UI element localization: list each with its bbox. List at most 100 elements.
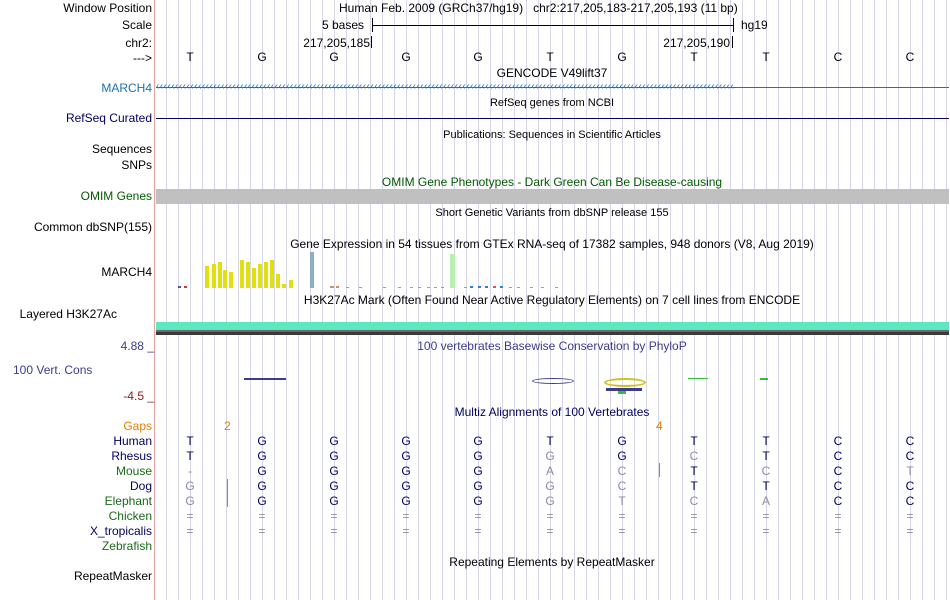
reference-base: G (473, 50, 483, 64)
gtex-tissue-bar[interactable] (229, 272, 233, 288)
gtex-tissue-bar[interactable] (418, 287, 421, 288)
aligned-base: G (401, 464, 411, 478)
aligned-base: G (257, 494, 267, 508)
aligned-base: G (329, 449, 339, 463)
publications-label-sequences[interactable]: Sequences (91, 142, 152, 156)
multiz-gaps-label[interactable]: Gaps (123, 419, 152, 433)
gencode-gene-line[interactable] (156, 87, 949, 88)
reference-base: G (401, 50, 411, 64)
gtex-tissue-bar[interactable] (346, 287, 349, 288)
phylop-track-label[interactable]: 100 Vert. Cons (13, 363, 93, 377)
species-label[interactable]: Rhesus (111, 449, 152, 463)
gridline (718, 0, 719, 600)
gtex-tissue-bar[interactable] (258, 264, 262, 288)
reference-base: G (257, 50, 267, 64)
aligned-base: G (329, 494, 339, 508)
species-label[interactable]: Mouse (115, 464, 152, 478)
gtex-tissue-bar[interactable] (493, 286, 496, 288)
publications-label-snps[interactable]: SNPs (121, 158, 152, 172)
gtex-tissue-bar[interactable] (541, 287, 544, 288)
phylop-track-title: 100 vertebrates Basewise Conservation by… (417, 339, 687, 353)
gtex-tissue-bar[interactable] (289, 280, 293, 288)
gridline (466, 0, 467, 600)
gtex-tissue-bar[interactable] (276, 274, 280, 288)
gridline (502, 0, 503, 600)
gtex-tissue-bar[interactable] (264, 262, 268, 288)
refseq-gene-line[interactable] (156, 118, 949, 119)
gtex-tissue-bar[interactable] (517, 287, 520, 288)
gtex-tissue-bar[interactable] (246, 262, 250, 288)
aligned-base: = (834, 524, 842, 538)
gtex-tissue-bar[interactable] (530, 287, 533, 288)
gtex-tissue-bar[interactable] (509, 287, 512, 288)
gtex-track-label[interactable]: MARCH4 (101, 265, 152, 279)
aligned-base: G (329, 464, 339, 478)
omim-gene-bar[interactable] (156, 189, 949, 204)
gencode-gene-label[interactable]: MARCH4 (101, 81, 152, 95)
gtex-tissue-bar[interactable] (427, 287, 430, 288)
gtex-tissue-bar[interactable] (282, 284, 286, 288)
aligned-base: C (689, 449, 699, 463)
gtex-tissue-bar[interactable] (240, 260, 244, 288)
gridline (322, 0, 323, 600)
aligned-base: G (617, 434, 627, 448)
gridline (238, 0, 239, 600)
gtex-tissue-bar[interactable] (212, 264, 216, 288)
gtex-tissue-bar[interactable] (410, 287, 413, 288)
phylop-mark-7 (760, 378, 768, 380)
species-label[interactable]: Chicken (108, 509, 152, 523)
phylop-mark-3 (604, 378, 646, 387)
repeatmasker-track-label[interactable]: RepeatMasker (73, 569, 152, 583)
aligned-base: = (258, 524, 266, 538)
omim-track-label[interactable]: OMIM Genes (80, 189, 152, 203)
aligned-base: C (905, 494, 915, 508)
species-label[interactable]: Human (113, 434, 152, 448)
h3k27ac-track-label[interactable]: Layered H3K27Ac (19, 307, 117, 321)
gtex-tissue-bar[interactable] (478, 286, 481, 288)
gtex-tissue-bar[interactable] (223, 270, 227, 288)
gtex-tissue-bar[interactable] (555, 287, 558, 288)
multiz-gap-left-count: 2 (224, 419, 231, 433)
dbsnp-track-label[interactable]: Common dbSNP(155) (33, 220, 152, 234)
aligned-base: G (401, 434, 411, 448)
gridline (850, 0, 851, 600)
gtex-tissue-bar[interactable] (178, 286, 181, 288)
gtex-tissue-bar[interactable] (205, 266, 209, 288)
gtex-tissue-bar[interactable] (252, 268, 256, 288)
gridline (430, 0, 431, 600)
gridline (370, 0, 371, 600)
species-label[interactable]: X_tropicalis (89, 524, 152, 538)
gtex-tissue-bar[interactable] (330, 286, 334, 288)
h3k27ac-signal-teal[interactable] (156, 322, 949, 330)
gtex-tissue-bar[interactable] (336, 286, 339, 288)
gtex-tissue-bar[interactable] (398, 287, 401, 288)
gtex-tissue-bar[interactable] (310, 252, 314, 288)
gtex-tissue-bar[interactable] (270, 260, 274, 288)
gtex-tissue-bar[interactable] (464, 287, 467, 288)
gtex-tissue-bar[interactable] (184, 286, 187, 288)
species-label[interactable]: Zebrafish (101, 539, 152, 553)
gridline (454, 0, 455, 600)
gtex-tissue-bar[interactable] (450, 254, 455, 288)
gridline (694, 0, 695, 600)
gtex-tissue-bar[interactable] (441, 287, 444, 288)
aligned-base: G (617, 449, 627, 463)
aligned-base: = (258, 509, 266, 523)
gtex-tissue-bar[interactable] (500, 286, 503, 288)
aligned-base: G (473, 479, 483, 493)
gridline (550, 0, 551, 600)
gtex-tissue-bar[interactable] (359, 287, 362, 288)
gridline (790, 0, 791, 600)
species-label[interactable]: Elephant (104, 494, 152, 508)
gtex-tissue-bar[interactable] (485, 286, 488, 288)
h3k27ac-track-title: H3K27Ac Mark (Often Found Near Active Re… (303, 293, 801, 307)
gtex-tissue-bar[interactable] (383, 287, 386, 288)
publications-track-title: Publications: Sequences in Scientific Ar… (443, 129, 661, 141)
refseq-track-label[interactable]: RefSeq Curated (65, 111, 152, 125)
gridline (742, 0, 743, 600)
gtex-tissue-bar[interactable] (218, 262, 222, 288)
gtex-tissue-bar[interactable] (470, 286, 473, 288)
gtex-tissue-bar[interactable] (434, 287, 437, 288)
species-label[interactable]: Dog (129, 479, 152, 493)
